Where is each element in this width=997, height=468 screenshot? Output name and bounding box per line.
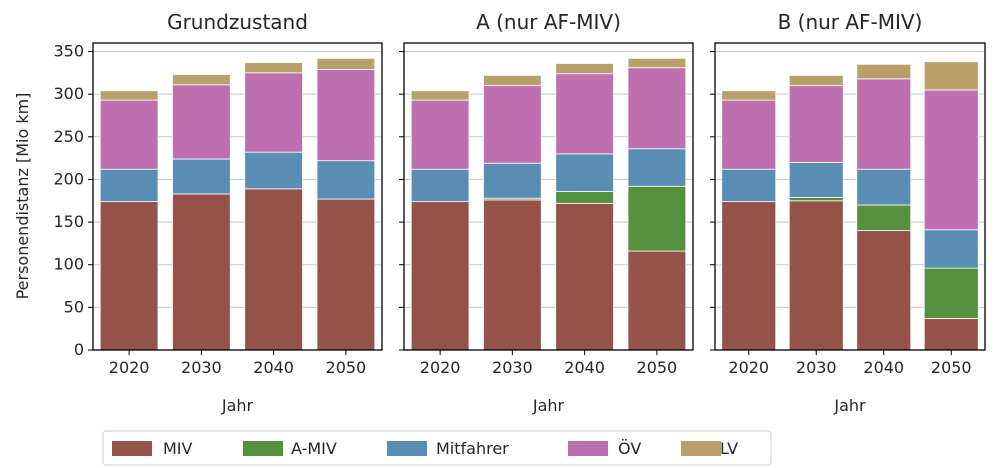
legend-label: A-MIV — [291, 439, 337, 458]
x-tick-label: 2030 — [796, 358, 837, 377]
bar-segment-öv — [316, 69, 376, 162]
y-tick-label: 200 — [53, 169, 84, 188]
panel-title: Grundzustand — [167, 10, 308, 34]
bar-segment-öv — [99, 99, 159, 170]
bar-segment-miv — [856, 230, 912, 351]
bar-segment-mitfahrer — [856, 168, 912, 206]
bar-segment-mitfahrer — [316, 160, 376, 200]
panel-title: B (nur AF-MIV) — [778, 10, 923, 34]
bar-segment-mitfahrer — [172, 158, 231, 195]
bar-segment-öv — [244, 72, 303, 153]
bar-segment-miv — [483, 199, 542, 351]
bar-segment-öv — [410, 99, 470, 170]
x-tick-label: 2050 — [326, 358, 367, 377]
x-tick-label: 2040 — [863, 358, 904, 377]
x-tick-label: 2050 — [637, 358, 678, 377]
bar-segment-a-miv — [856, 204, 912, 232]
x-tick-label: 2040 — [564, 358, 605, 377]
axes-frame — [403, 42, 694, 351]
y-tick-label: 150 — [53, 212, 84, 231]
bar-segment-lv — [788, 75, 844, 87]
y-tick-label: 100 — [53, 255, 84, 274]
legend-box — [102, 430, 772, 466]
bar-segment-mitfahrer — [483, 162, 542, 199]
bar-segment-mitfahrer — [923, 229, 979, 269]
axes-frame — [92, 42, 383, 351]
bar-segment-miv — [172, 193, 231, 351]
bar-segment-öv — [788, 85, 844, 163]
y-tick-label: 50 — [64, 297, 84, 316]
bar-segment-mitfahrer — [410, 168, 470, 203]
bar-segment-miv — [788, 200, 844, 351]
x-tick-label: 2020 — [109, 358, 150, 377]
legend-label: MIV — [163, 439, 193, 458]
x-tick-label: 2020 — [420, 358, 461, 377]
y-tick-label: 300 — [53, 84, 84, 103]
bar-segment-lv — [410, 90, 470, 101]
bar-segment-öv — [923, 89, 979, 231]
bar-segment-lv — [483, 75, 542, 87]
bar-segment-lv — [856, 63, 912, 80]
bar-segment-miv — [923, 318, 979, 351]
bar-segment-a-miv — [555, 190, 614, 204]
bar-segment-öv — [721, 99, 777, 170]
bar-segment-miv — [721, 201, 777, 351]
bar-segment-öv — [627, 67, 687, 150]
x-tick-label: 2030 — [181, 358, 222, 377]
y-axis-label: Personendistanz [Mio km] — [13, 93, 32, 300]
bar-segment-lv — [555, 63, 614, 75]
x-axis-label: Jahr — [833, 396, 866, 415]
bar-segment-öv — [483, 85, 542, 164]
bar-segment-miv — [555, 202, 614, 351]
bar-segment-lv — [627, 57, 687, 69]
legend-swatch-miv — [112, 441, 152, 456]
bar-segment-a-miv — [788, 196, 844, 202]
x-axis-label: Jahr — [221, 396, 254, 415]
bar-segment-lv — [99, 90, 159, 101]
bar-segment-a-miv — [923, 267, 979, 319]
legend-label: ÖV — [618, 439, 641, 458]
bar-segment-a-miv — [627, 185, 687, 252]
y-tick-label: 350 — [53, 42, 84, 61]
axes-frame — [714, 42, 986, 351]
bar-segment-miv — [627, 250, 687, 351]
bar-segment-lv — [316, 57, 376, 70]
bar-segment-öv — [555, 73, 614, 155]
x-axis-label: Jahr — [532, 396, 565, 415]
legend-label: LV — [720, 439, 738, 458]
bar-segment-miv — [99, 201, 159, 351]
x-tick-label: 2030 — [492, 358, 533, 377]
bar-segment-mitfahrer — [244, 151, 303, 190]
bar-segment-lv — [923, 61, 979, 91]
bar-segment-miv — [316, 198, 376, 351]
y-tick-label: 0 — [74, 340, 84, 359]
x-tick-label: 2050 — [931, 358, 972, 377]
bar-segment-lv — [172, 74, 231, 86]
bar-segment-öv — [172, 84, 231, 160]
y-tick-label: 250 — [53, 127, 84, 146]
x-tick-label: 2040 — [253, 358, 294, 377]
legend-swatch-öv — [568, 441, 608, 456]
legend-label: Mitfahrer — [436, 439, 509, 458]
bar-segment-lv — [244, 62, 303, 74]
legend-swatch-a-miv — [243, 441, 283, 456]
x-tick-label: 2020 — [728, 358, 769, 377]
bar-segment-lv — [721, 90, 777, 101]
bar-segment-miv — [244, 188, 303, 351]
bar-segment-miv — [410, 201, 470, 351]
bar-segment-mitfahrer — [99, 168, 159, 203]
legend-swatch-mitfahrer — [387, 441, 427, 456]
bar-segment-mitfahrer — [721, 168, 777, 203]
panel-title: A (nur AF-MIV) — [476, 10, 621, 34]
bar-segment-mitfahrer — [788, 161, 844, 198]
bar-segment-mitfahrer — [627, 148, 687, 187]
bar-segment-öv — [856, 78, 912, 170]
legend-swatch-lv — [681, 441, 721, 456]
bar-segment-mitfahrer — [555, 153, 614, 192]
